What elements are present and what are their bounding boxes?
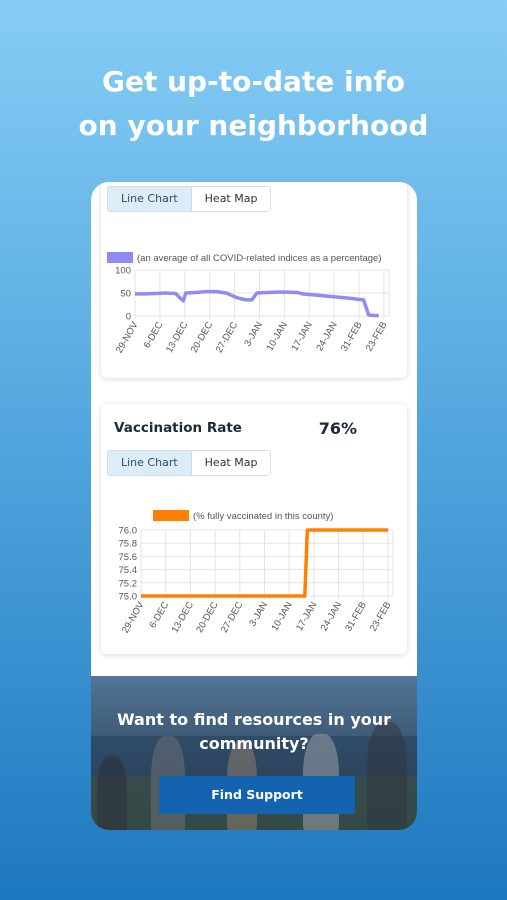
x-tick-label: 6-DEC	[148, 600, 172, 630]
legend-label: (an average of all COVID-related indices…	[137, 253, 382, 264]
vaccination-card: Vaccination Rate 76% Line Chart Heat Map…	[101, 404, 407, 654]
x-tick-label: 3-JAN	[247, 600, 270, 628]
tab-line-chart[interactable]: Line Chart	[107, 450, 192, 476]
x-tick-label: 10-JAN	[269, 600, 294, 633]
x-tick-label: 31-FEB	[343, 600, 369, 633]
y-tick-label: 76.0	[119, 526, 138, 537]
find-support-button[interactable]: Find Support	[159, 776, 355, 814]
legend-swatch	[153, 510, 189, 521]
index-chart-tabs: Line Chart Heat Map	[107, 186, 272, 212]
x-tick-label: 29-NOV	[114, 319, 141, 355]
headline: Get up-to-date info on your neighborhood	[0, 60, 507, 148]
index-line-chart: (an average of all COVID-related indices…	[107, 252, 390, 355]
series-line	[135, 289, 379, 318]
x-tick-label: 29-NOV	[120, 599, 147, 635]
y-tick-label: 75.2	[119, 578, 138, 589]
x-tick-label: 10-JAN	[265, 320, 290, 353]
tab-line-chart[interactable]: Line Chart	[107, 186, 192, 212]
banner-sky	[91, 676, 417, 736]
y-tick-label: 75.4	[119, 565, 138, 576]
headline-line-2: on your neighborhood	[78, 109, 429, 142]
x-tick-label: 20-DEC	[189, 320, 215, 355]
vaccination-title: Vaccination Rate	[114, 420, 242, 436]
tab-heat-map[interactable]: Heat Map	[191, 186, 272, 212]
phone-frame: Line Chart Heat Map (an average of all C…	[91, 182, 417, 830]
x-tick-label: 13-DEC	[164, 320, 190, 355]
x-tick-label: 6-DEC	[142, 320, 166, 350]
index-chart-card: Line Chart Heat Map (an average of all C…	[101, 182, 407, 378]
x-tick-label: 17-JAN	[294, 600, 319, 633]
x-tick-label: 31-FEB	[339, 320, 365, 353]
banner-person	[367, 722, 407, 830]
support-banner: Want to find resources in your community…	[91, 676, 417, 830]
x-tick-label: 23-FEB	[368, 600, 394, 633]
legend-label: (% fully vaccinated in this county)	[193, 511, 333, 522]
x-tick-label: 27-DEC	[214, 320, 240, 355]
y-tick-label: 75.6	[119, 552, 138, 563]
x-tick-label: 23-FEB	[364, 320, 390, 353]
series-line	[141, 528, 388, 598]
tab-heat-map[interactable]: Heat Map	[191, 450, 272, 476]
x-tick-label: 20-DEC	[194, 600, 220, 635]
banner-person	[97, 756, 127, 830]
banner-heading: Want to find resources in your community…	[91, 708, 417, 756]
x-tick-label: 24-JAN	[314, 320, 339, 353]
y-tick-label: 75.0	[119, 592, 138, 603]
x-tick-label: 13-DEC	[170, 600, 196, 635]
x-tick-label: 27-DEC	[219, 600, 245, 635]
vaccination-line-chart: (% fully vaccinated in this county) 76.0 7…	[119, 510, 394, 635]
banner-line-2: community?	[199, 734, 309, 753]
y-tick-label: 0	[126, 312, 131, 323]
vaccination-value: 76%	[318, 419, 357, 438]
legend-swatch	[107, 252, 133, 263]
y-tick-label: 100	[115, 266, 131, 277]
y-tick-label: 50	[120, 289, 131, 300]
y-tick-label: 75.8	[119, 539, 138, 550]
headline-line-1: Get up-to-date info	[102, 65, 405, 98]
x-tick-label: 3-JAN	[242, 320, 265, 348]
x-tick-label: 24-JAN	[319, 600, 344, 633]
x-tick-label: 17-JAN	[289, 320, 314, 353]
banner-line-1: Want to find resources in your	[116, 710, 392, 729]
vaccination-chart-tabs: Line Chart Heat Map	[107, 450, 272, 476]
